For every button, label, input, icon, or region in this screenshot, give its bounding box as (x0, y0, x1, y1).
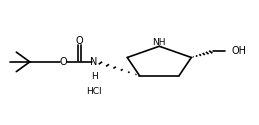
Text: NH: NH (153, 38, 166, 47)
Text: HCl: HCl (86, 87, 102, 96)
Text: O: O (76, 36, 83, 46)
Text: OH: OH (231, 46, 246, 56)
Text: H: H (91, 72, 97, 81)
Text: O: O (60, 57, 67, 67)
Text: N: N (90, 57, 97, 67)
